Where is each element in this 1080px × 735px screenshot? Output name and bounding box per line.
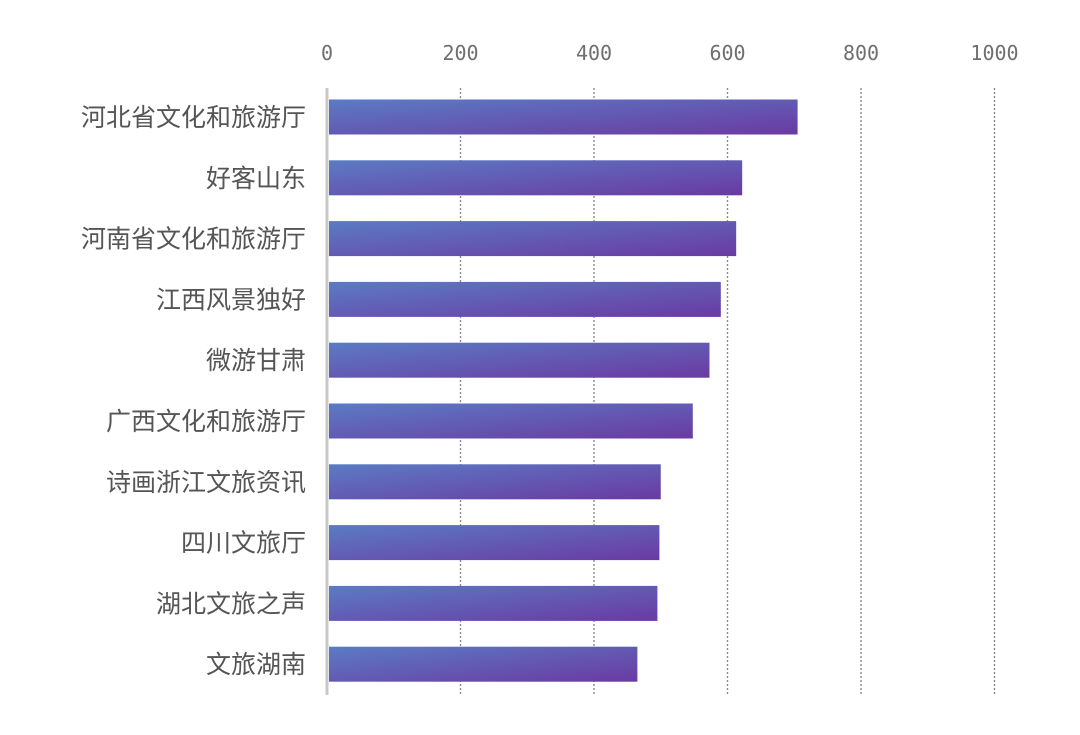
x-tick-label: 1000 bbox=[970, 41, 1018, 65]
x-tick-label: 400 bbox=[576, 41, 612, 65]
category-label: 好客山东 bbox=[206, 164, 306, 193]
category-label: 江西风景独好 bbox=[156, 285, 306, 314]
category-label: 诗画浙江文旅资讯 bbox=[106, 468, 306, 497]
category-label: 微游甘肃 bbox=[206, 346, 306, 375]
category-label: 河北省文化和旅游厅 bbox=[81, 103, 306, 132]
bar-0 bbox=[329, 99, 798, 135]
category-label: 文旅湖南 bbox=[206, 650, 306, 679]
bar-7 bbox=[329, 525, 660, 561]
category-label: 四川文旅厅 bbox=[181, 529, 306, 558]
bar-8 bbox=[329, 585, 658, 621]
bar-6 bbox=[329, 464, 661, 500]
bars bbox=[329, 99, 798, 682]
bar-9 bbox=[329, 646, 638, 682]
category-label: 河南省文化和旅游厅 bbox=[81, 225, 306, 254]
bar-4 bbox=[329, 342, 710, 378]
x-tick-label: 600 bbox=[709, 41, 745, 65]
x-tick-label: 0 bbox=[321, 41, 333, 65]
bar-5 bbox=[329, 403, 693, 439]
bar-3 bbox=[329, 281, 721, 317]
category-label: 湖北文旅之声 bbox=[156, 589, 306, 618]
x-tick-label: 800 bbox=[843, 41, 879, 65]
bar-1 bbox=[329, 160, 743, 196]
x-tick-label: 200 bbox=[442, 41, 478, 65]
category-label: 广西文化和旅游厅 bbox=[106, 407, 306, 436]
x-axis-ticks: 0 200 400 600 800 1000 bbox=[321, 41, 1019, 65]
category-labels: 河北省文化和旅游厅好客山东河南省文化和旅游厅江西风景独好微游甘肃广西文化和旅游厅… bbox=[81, 103, 306, 679]
bar-2 bbox=[329, 221, 737, 257]
